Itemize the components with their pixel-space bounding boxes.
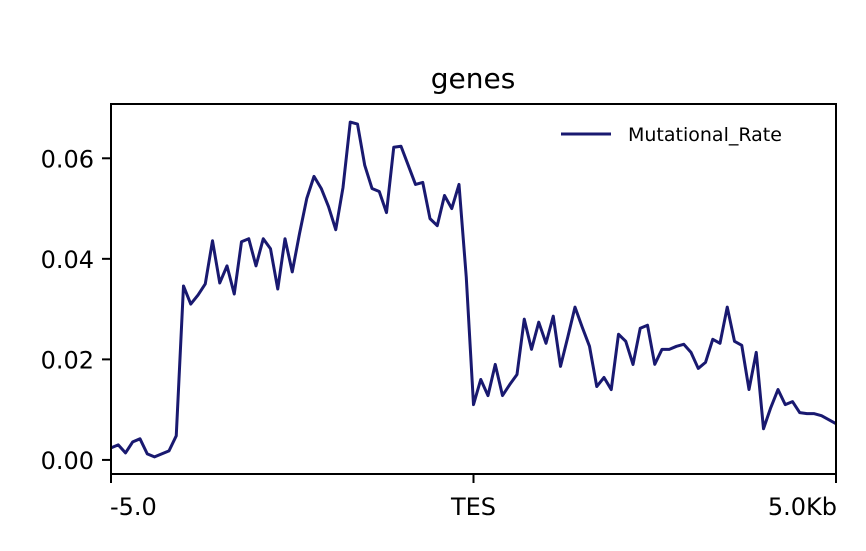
x-tick-label: TES	[450, 493, 496, 521]
x-tick-label: 5.0Kb	[768, 493, 837, 521]
y-tick-label: 0.02	[41, 346, 94, 374]
series-line-0	[110, 120, 837, 459]
y-tick-label: 0.00	[41, 447, 94, 475]
chart-title: genes	[431, 62, 516, 95]
x-tick-label: -5.0	[110, 493, 157, 521]
y-tick-label: 0.06	[41, 145, 94, 173]
legend-label-mutational-rate: Mutational_Rate	[628, 124, 782, 146]
plot-frame	[110, 103, 837, 475]
x-axis: -5.0 TES 5.0Kb	[110, 474, 837, 521]
y-tick-label: 0.04	[41, 246, 94, 274]
y-axis: 0.00 0.02 0.04 0.06	[41, 145, 111, 475]
plot-area	[110, 120, 837, 459]
legend: Mutational_Rate	[561, 124, 782, 146]
